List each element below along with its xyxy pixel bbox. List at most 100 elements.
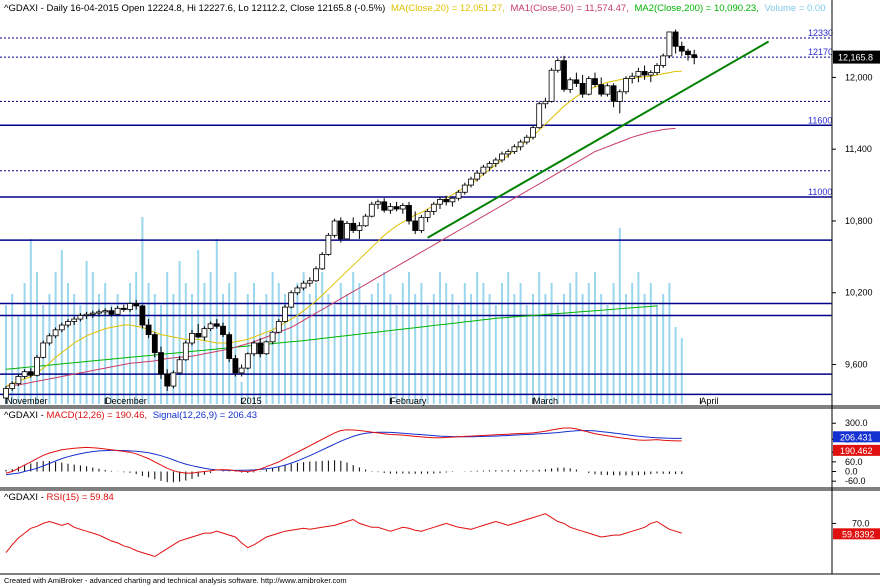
candle-body xyxy=(201,328,208,338)
volume-bar xyxy=(408,272,410,404)
volume-bar xyxy=(680,338,683,404)
candle-body xyxy=(195,333,202,338)
volume-bar xyxy=(420,283,423,404)
candle-body xyxy=(592,78,598,85)
volume-bar xyxy=(476,272,479,404)
candle-body xyxy=(182,342,189,361)
candle-body xyxy=(530,127,536,138)
candle-body xyxy=(542,100,549,105)
volume-bar xyxy=(129,283,131,404)
macd-y-tick-label: -60.0 xyxy=(845,476,866,486)
candle-body xyxy=(189,333,195,344)
candle-body xyxy=(381,201,388,211)
ma50-legend: MA1(Close,50) = 11,574.47, xyxy=(510,3,628,14)
candle-body xyxy=(678,45,685,52)
candle-body xyxy=(269,331,276,343)
volume-legend: Volume = 0.00 xyxy=(765,3,826,14)
candle-body xyxy=(133,303,140,307)
rsi-header-symbol: ^GDAXI - xyxy=(4,492,46,503)
volume-bar xyxy=(122,316,125,404)
volume-bar xyxy=(674,327,677,404)
macd-y-tick-label: 300.0 xyxy=(845,418,868,428)
volume-bar xyxy=(352,272,355,404)
volume-bar xyxy=(73,294,76,404)
candle-body xyxy=(350,222,357,231)
candle-body xyxy=(610,85,617,102)
x-tick-label: April xyxy=(700,396,718,406)
candle-body xyxy=(251,342,257,355)
candle-body xyxy=(685,50,691,56)
candle-body xyxy=(362,215,369,227)
volume-bar xyxy=(575,272,578,404)
macd-line xyxy=(5,427,682,474)
candle-body xyxy=(598,84,605,95)
candle-body xyxy=(406,205,412,222)
candle-body xyxy=(424,211,431,218)
macd-value-label: 190.462 xyxy=(840,446,873,456)
volume-bar xyxy=(389,294,392,404)
candle-body xyxy=(387,206,394,211)
candle-body xyxy=(158,352,164,375)
volume-bar xyxy=(346,294,348,404)
candle-body xyxy=(399,205,406,210)
volume-bar xyxy=(507,272,510,404)
candle-body xyxy=(306,280,313,284)
candle-body xyxy=(102,310,109,313)
volume-bar xyxy=(17,316,20,404)
volume-bar xyxy=(395,305,398,404)
candle-body xyxy=(616,91,623,102)
candle-body xyxy=(58,324,65,331)
volume-bar xyxy=(116,294,119,404)
candle-body xyxy=(71,318,78,322)
signal-value-tag xyxy=(833,431,880,443)
candle-body xyxy=(89,312,96,315)
last-price-label: 12,165.8 xyxy=(838,53,873,63)
volume-bar xyxy=(327,294,330,404)
volume-bar xyxy=(600,294,603,404)
candle-body xyxy=(666,31,673,57)
candle-body xyxy=(468,178,474,186)
volume-bar xyxy=(581,294,584,404)
volume-bar xyxy=(110,305,113,404)
volume-bar xyxy=(364,305,367,404)
signal-legend: Signal(12,26,9) = 206.43 xyxy=(153,410,257,421)
volume-bar xyxy=(432,294,435,404)
rsi-legend: RSI(15) = 59.84 xyxy=(46,492,113,503)
candle-body xyxy=(492,159,499,164)
volume-bar xyxy=(538,272,541,404)
y-tick-label: 9,600 xyxy=(845,360,868,370)
volume-bar xyxy=(166,272,169,404)
volume-bar xyxy=(104,283,107,404)
volume-bar xyxy=(606,305,609,404)
candle-body xyxy=(635,71,642,77)
candle-body xyxy=(393,206,400,210)
volume-bar xyxy=(296,283,299,404)
candle-body xyxy=(430,203,437,212)
volume-bar xyxy=(29,239,32,404)
candle-body xyxy=(40,342,47,358)
candle-body xyxy=(461,184,468,193)
volume-bar xyxy=(457,305,460,404)
candle-body xyxy=(170,372,177,387)
candle-body xyxy=(523,136,530,143)
candle-body xyxy=(65,321,71,326)
candle-body xyxy=(660,55,667,66)
candle-body xyxy=(672,31,679,47)
volume-bar xyxy=(414,294,417,404)
candle-body xyxy=(120,307,127,310)
candle-body xyxy=(294,287,301,294)
level-label: 11600 xyxy=(808,115,832,125)
footer-credit: Created with AmiBroker - advanced charti… xyxy=(4,576,347,585)
volume-bar xyxy=(594,272,596,404)
candle-body xyxy=(21,371,28,377)
volume-bar xyxy=(563,294,565,404)
volume-bar xyxy=(383,272,386,404)
volume-bar xyxy=(470,294,472,404)
volume-bar xyxy=(587,283,590,404)
candle-body xyxy=(275,321,282,333)
candle-body xyxy=(176,359,183,374)
trendline xyxy=(427,40,770,239)
moving-averages xyxy=(5,70,682,387)
